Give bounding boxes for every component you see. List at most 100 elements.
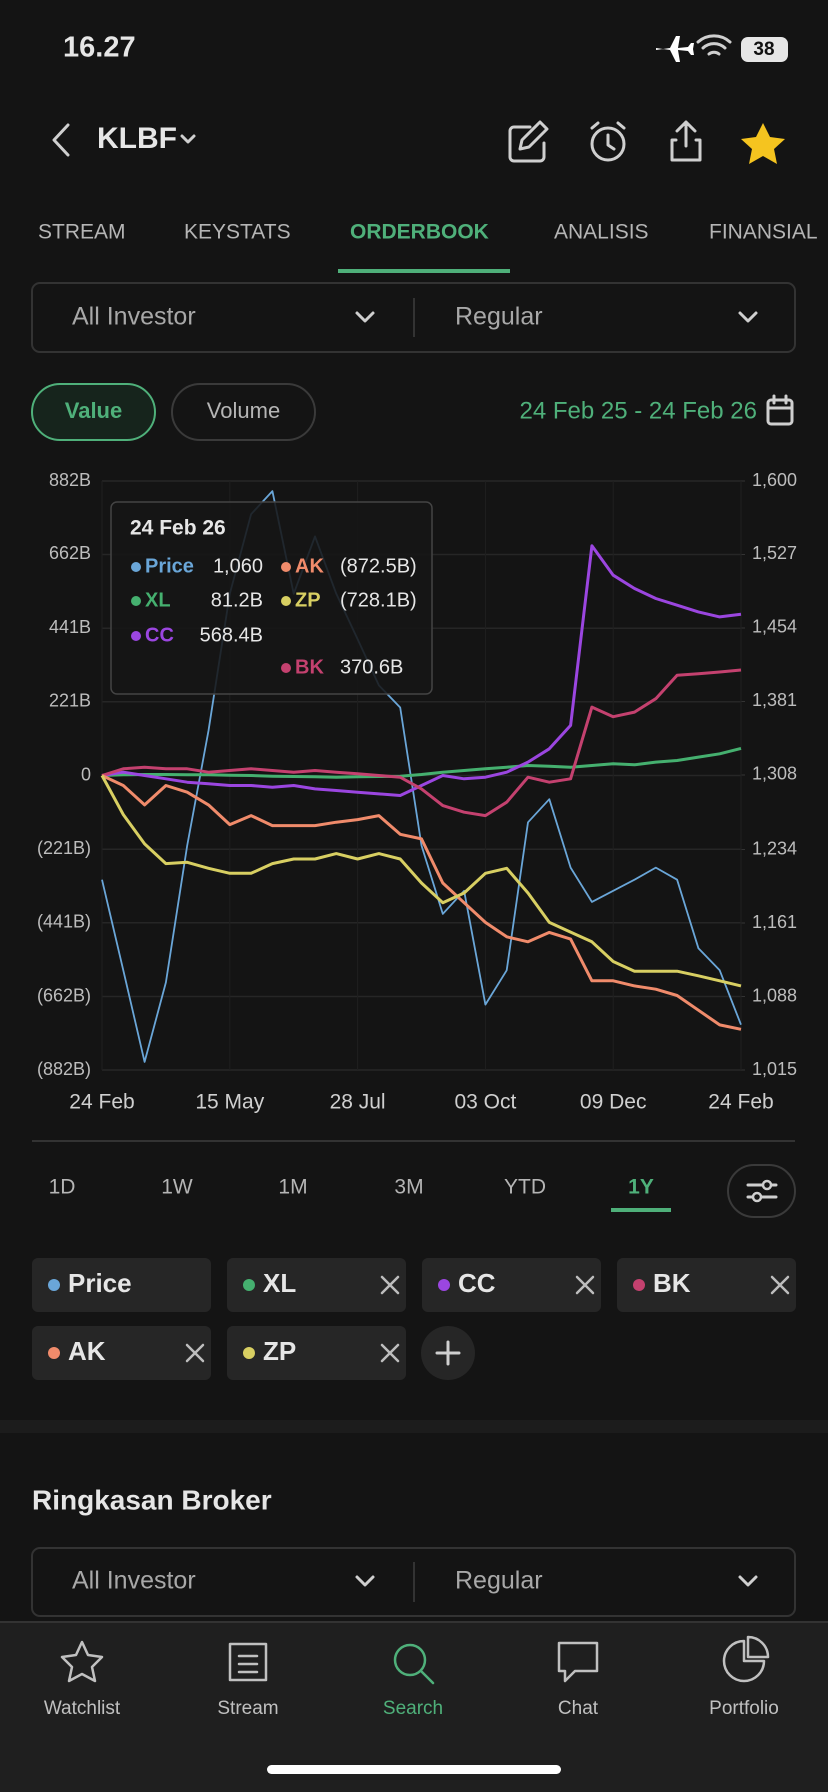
tab[interactable]: KEYSTATS bbox=[184, 221, 291, 244]
legend-chip[interactable] bbox=[422, 1258, 601, 1312]
date-range[interactable]: 24 Feb 25 - 24 Feb 26 bbox=[520, 397, 758, 424]
legend-label: CC bbox=[458, 1268, 496, 1298]
settings-icon bbox=[761, 1179, 773, 1191]
period-button[interactable]: 1M bbox=[278, 1176, 307, 1199]
bottom-nav bbox=[0, 1622, 828, 1792]
y2-tick-label: 1,308 bbox=[752, 764, 797, 784]
chevron bbox=[738, 1575, 758, 1587]
period-button[interactable]: 1Y bbox=[628, 1176, 654, 1199]
investor-filter[interactable]: All Investor bbox=[72, 1567, 196, 1595]
settings-icon bbox=[751, 1191, 763, 1203]
y-tick-label: (221B) bbox=[37, 838, 91, 858]
nav-icon[interactable] bbox=[60, 1640, 104, 1683]
legend-dot bbox=[243, 1279, 255, 1291]
tooltip-dot bbox=[281, 596, 291, 606]
nav-icon[interactable] bbox=[393, 1643, 435, 1685]
y2-tick-label: 1,161 bbox=[752, 912, 797, 932]
ticker[interactable]: KLBF bbox=[97, 122, 177, 155]
remove-series[interactable] bbox=[380, 1343, 400, 1363]
period-button[interactable]: 3M bbox=[394, 1176, 423, 1199]
legend-dot bbox=[438, 1279, 450, 1291]
tab[interactable]: ANALISIS bbox=[554, 221, 649, 244]
airplane-icon bbox=[656, 36, 694, 62]
tooltip-value: 568.4B bbox=[200, 624, 263, 646]
y-tick-label: 221B bbox=[49, 690, 91, 710]
series-line bbox=[100, 774, 742, 988]
nav-icon[interactable] bbox=[722, 1635, 770, 1683]
tab[interactable]: ORDERBOOK bbox=[350, 221, 489, 244]
legend-dot bbox=[48, 1279, 60, 1291]
toggle-label[interactable]: Value bbox=[65, 398, 122, 423]
x-tick-label: 03 Oct bbox=[454, 1091, 516, 1114]
x-tick-label: 24 Feb bbox=[708, 1091, 773, 1114]
calendar-icon[interactable] bbox=[766, 394, 794, 426]
edit-button[interactable] bbox=[508, 120, 549, 163]
toggle-label[interactable]: Volume bbox=[207, 398, 280, 423]
tooltip-name: XL bbox=[145, 589, 171, 611]
tooltip-dot bbox=[131, 596, 141, 606]
y-tick-label: (662B) bbox=[37, 985, 91, 1005]
period-button[interactable]: YTD bbox=[504, 1176, 546, 1199]
y-tick-label: (882B) bbox=[37, 1059, 91, 1079]
tooltip-name: AK bbox=[295, 555, 324, 577]
y2-tick-label: 1,234 bbox=[752, 838, 797, 858]
nav-icon[interactable] bbox=[228, 1642, 268, 1682]
remove-series[interactable] bbox=[575, 1275, 595, 1295]
favorite-button[interactable] bbox=[741, 123, 785, 164]
chart-settings-button[interactable] bbox=[727, 1164, 796, 1218]
period-button[interactable]: 1D bbox=[49, 1176, 76, 1199]
battery-level: 38 bbox=[753, 39, 774, 60]
chevron bbox=[355, 1575, 375, 1587]
remove-series[interactable] bbox=[770, 1275, 790, 1295]
nav-label[interactable]: Chat bbox=[558, 1698, 599, 1719]
tooltip-date: 24 Feb 26 bbox=[130, 517, 226, 540]
legend-chip[interactable] bbox=[227, 1258, 406, 1312]
tab-underline bbox=[338, 269, 510, 273]
y2-tick-label: 1,454 bbox=[752, 617, 797, 637]
nav-label[interactable]: Watchlist bbox=[44, 1698, 121, 1719]
y-tick-label: 441B bbox=[49, 617, 91, 637]
section-title: Ringkasan Broker bbox=[32, 1484, 272, 1515]
ticker-dropdown[interactable] bbox=[180, 134, 196, 144]
alarm-button[interactable] bbox=[590, 121, 626, 162]
nav-label[interactable]: Stream bbox=[217, 1698, 278, 1719]
tooltip-dot bbox=[131, 631, 141, 641]
back-button[interactable] bbox=[52, 123, 70, 157]
toggle-pill[interactable] bbox=[171, 383, 316, 441]
legend-label: XL bbox=[263, 1268, 296, 1298]
nav-label[interactable]: Search bbox=[383, 1698, 443, 1719]
legend-chip[interactable] bbox=[227, 1326, 406, 1380]
tab[interactable]: FINANSIAL bbox=[709, 221, 818, 244]
x-tick-label: 24 Feb bbox=[69, 1091, 134, 1114]
market-filter[interactable]: Regular bbox=[455, 303, 543, 331]
legend-dot bbox=[48, 1347, 60, 1359]
tooltip-dot bbox=[131, 562, 141, 572]
y2-tick-label: 1,381 bbox=[752, 690, 797, 710]
series-line bbox=[101, 668, 742, 818]
series-line bbox=[101, 544, 742, 797]
y2-tick-label: 1,015 bbox=[752, 1059, 797, 1079]
legend-chip[interactable] bbox=[617, 1258, 796, 1312]
nav-label[interactable]: Portfolio bbox=[709, 1698, 779, 1719]
remove-series[interactable] bbox=[380, 1275, 400, 1295]
tooltip-value: 370.6B bbox=[340, 656, 403, 678]
period-underline bbox=[611, 1208, 671, 1212]
legend-chip[interactable] bbox=[32, 1258, 211, 1312]
status-time: 16.27 bbox=[63, 32, 136, 64]
legend-label: Price bbox=[68, 1268, 132, 1298]
toggle-pill[interactable] bbox=[31, 383, 156, 441]
y2-tick-label: 1,600 bbox=[752, 470, 797, 490]
y-tick-label: 882B bbox=[49, 470, 91, 490]
remove-series[interactable] bbox=[185, 1343, 205, 1363]
x-tick-label: 28 Jul bbox=[330, 1091, 386, 1114]
investor-filter[interactable]: All Investor bbox=[72, 303, 196, 331]
legend-chip[interactable] bbox=[32, 1326, 211, 1380]
nav-icon[interactable] bbox=[557, 1641, 599, 1683]
share-button[interactable] bbox=[670, 120, 702, 162]
x-tick-label: 15 May bbox=[195, 1091, 264, 1114]
market-filter[interactable]: Regular bbox=[455, 1567, 543, 1595]
period-button[interactable]: 1W bbox=[161, 1176, 193, 1199]
y2-tick-label: 1,527 bbox=[752, 543, 797, 563]
legend-label: ZP bbox=[263, 1336, 296, 1366]
tab[interactable]: STREAM bbox=[38, 221, 126, 244]
